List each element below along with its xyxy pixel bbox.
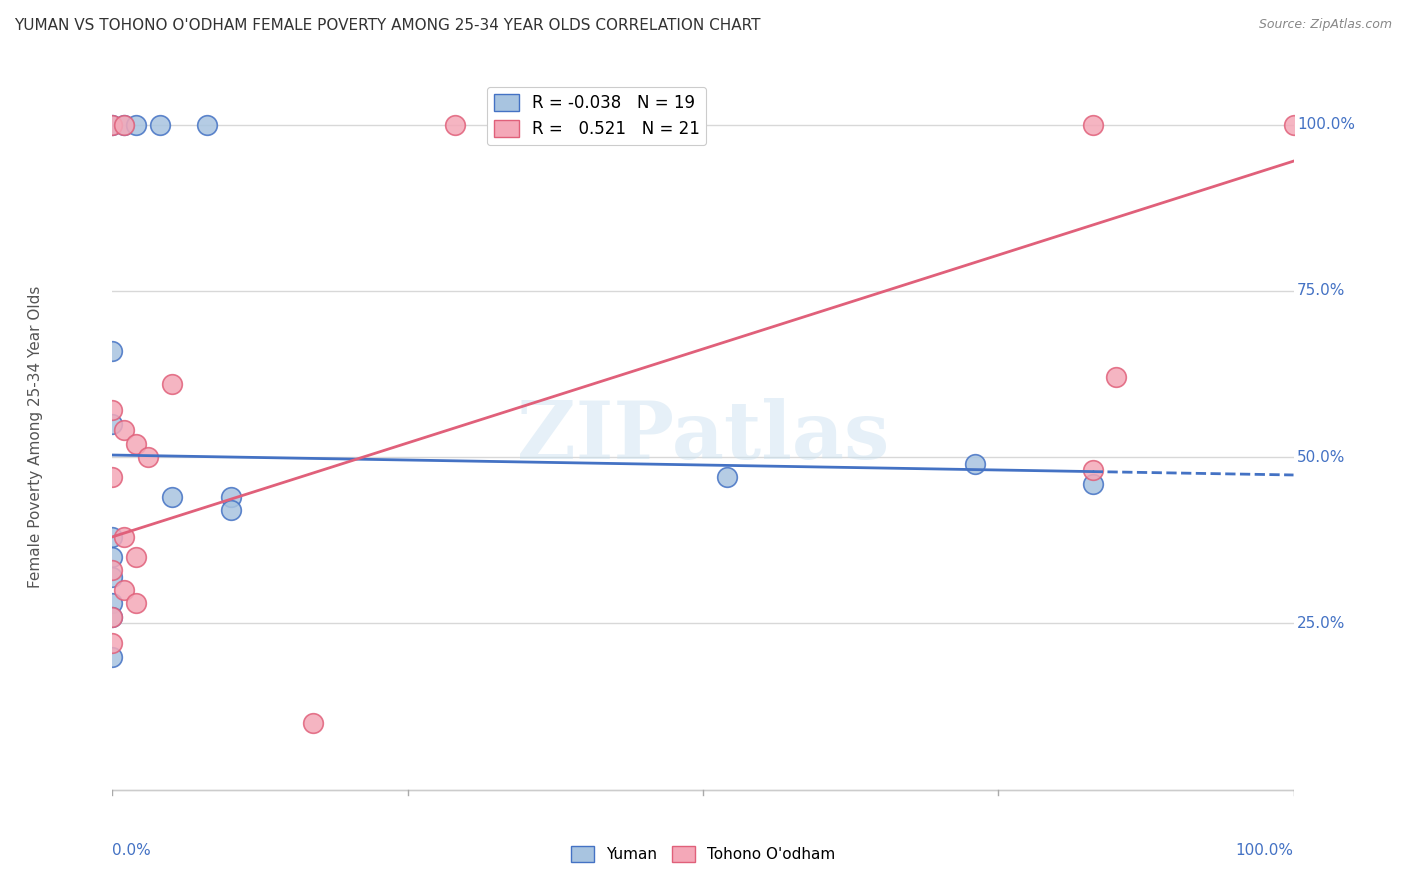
Text: Female Poverty Among 25-34 Year Olds: Female Poverty Among 25-34 Year Olds: [28, 286, 44, 588]
Point: [125, 436, 148, 450]
Text: 0.0%: 0.0%: [112, 843, 152, 858]
Point: [125, 549, 148, 564]
Text: YUMAN VS TOHONO O'ODHAM FEMALE POVERTY AMONG 25-34 YEAR OLDS CORRELATION CHART: YUMAN VS TOHONO O'ODHAM FEMALE POVERTY A…: [14, 18, 761, 33]
Text: 50.0%: 50.0%: [1298, 450, 1346, 465]
Point: [444, 118, 467, 132]
Point: [101, 649, 124, 664]
Point: [219, 503, 242, 517]
Point: [149, 118, 172, 132]
Point: [1081, 118, 1104, 132]
Point: [716, 470, 738, 484]
Point: [125, 118, 148, 132]
Text: 75.0%: 75.0%: [1298, 284, 1346, 298]
Point: [112, 582, 135, 597]
Point: [136, 450, 159, 464]
Point: [112, 530, 135, 544]
Legend: Yuman, Tohono O'odham: Yuman, Tohono O'odham: [564, 840, 842, 868]
Point: [112, 118, 135, 132]
Text: 100.0%: 100.0%: [1236, 843, 1294, 858]
Point: [101, 596, 124, 610]
Point: [219, 490, 242, 504]
Text: 100.0%: 100.0%: [1298, 117, 1355, 132]
Point: [1081, 476, 1104, 491]
Point: [302, 716, 325, 731]
Point: [101, 118, 124, 132]
Point: [101, 609, 124, 624]
Point: [101, 417, 124, 431]
Point: [125, 596, 148, 610]
Point: [160, 376, 183, 391]
Point: [101, 563, 124, 577]
Point: [1081, 463, 1104, 477]
Text: Source: ZipAtlas.com: Source: ZipAtlas.com: [1258, 18, 1392, 31]
Point: [1282, 118, 1305, 132]
Point: [112, 118, 135, 132]
Text: ZIPatlas: ZIPatlas: [517, 398, 889, 476]
Point: [160, 490, 183, 504]
Point: [101, 343, 124, 358]
Point: [101, 118, 124, 132]
Point: [101, 549, 124, 564]
Point: [195, 118, 218, 132]
Point: [101, 530, 124, 544]
Point: [1105, 370, 1128, 384]
Point: [963, 457, 986, 471]
Text: 25.0%: 25.0%: [1298, 615, 1346, 631]
Point: [101, 403, 124, 417]
Point: [112, 424, 135, 438]
Point: [101, 570, 124, 584]
Point: [101, 470, 124, 484]
Point: [101, 609, 124, 624]
Point: [101, 636, 124, 650]
